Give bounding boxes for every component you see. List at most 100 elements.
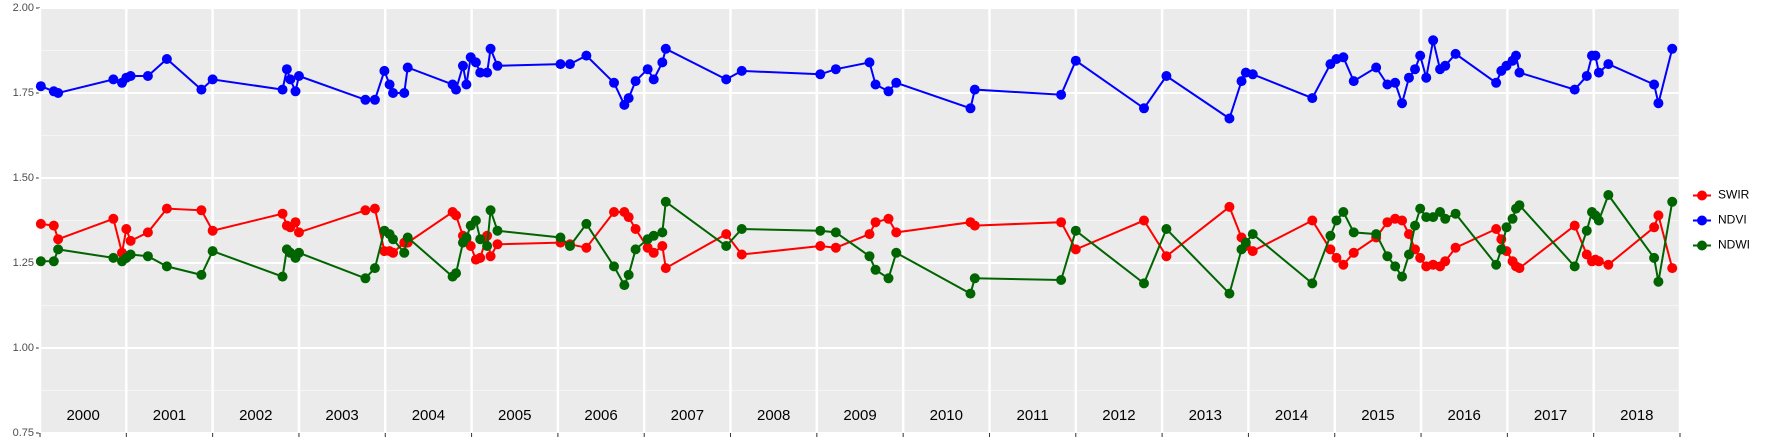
data-point	[1138, 215, 1149, 226]
data-point	[830, 64, 841, 75]
data-point	[1161, 71, 1172, 81]
data-point	[1581, 225, 1592, 236]
series-line	[40, 205, 1674, 270]
data-point	[1382, 251, 1393, 262]
data-point	[891, 227, 902, 238]
data-point	[1435, 207, 1446, 217]
data-point	[619, 280, 630, 291]
data-point	[207, 246, 218, 257]
data-point	[630, 224, 641, 234]
data-point	[402, 62, 413, 73]
year-label: 2007	[671, 407, 704, 424]
data-point	[830, 242, 841, 253]
data-point	[1593, 256, 1604, 267]
year-label: 2008	[757, 407, 790, 424]
data-point	[1649, 79, 1660, 90]
data-point	[35, 256, 46, 267]
data-point	[1491, 77, 1502, 88]
year-label: 2017	[1534, 407, 1567, 424]
data-point	[564, 59, 575, 70]
data-point	[1507, 213, 1518, 224]
y-tick-label: 1.75	[13, 87, 34, 99]
y-tick-label: 2.00	[13, 2, 34, 14]
data-point	[1307, 278, 1318, 289]
data-point	[581, 218, 592, 229]
data-point	[1440, 213, 1451, 224]
data-point	[1348, 76, 1359, 87]
data-point	[1247, 69, 1258, 80]
year-label: 2016	[1448, 407, 1481, 424]
data-point	[1397, 271, 1408, 282]
data-point	[1593, 215, 1604, 226]
data-point	[1440, 60, 1451, 71]
data-point	[1569, 261, 1580, 272]
data-point	[1403, 229, 1414, 240]
data-point	[451, 84, 462, 95]
data-point	[369, 94, 380, 105]
data-point	[969, 220, 980, 231]
data-point	[1382, 79, 1393, 90]
data-point	[1569, 84, 1580, 95]
data-point	[108, 252, 119, 263]
legend: SWIR NDVI NDWI	[1693, 188, 1750, 252]
data-point	[399, 247, 410, 258]
y-tick-label: 1.00	[13, 342, 34, 354]
data-point	[1403, 72, 1414, 83]
data-point	[609, 261, 619, 272]
data-point	[161, 203, 172, 214]
y-tick-label: 1.50	[13, 172, 34, 184]
year-label: 2015	[1361, 407, 1394, 424]
data-point	[470, 57, 481, 68]
data-point	[1382, 217, 1393, 228]
data-point	[1224, 113, 1235, 124]
data-point	[492, 60, 503, 71]
data-point	[969, 273, 980, 284]
data-point	[1307, 93, 1318, 104]
data-point	[277, 271, 288, 282]
data-point	[35, 218, 46, 229]
year-label: 2004	[412, 407, 445, 424]
data-point	[870, 217, 881, 228]
data-point	[108, 74, 119, 85]
data-point	[1421, 72, 1432, 83]
data-point	[48, 220, 59, 231]
data-point	[108, 213, 119, 224]
data-point	[721, 241, 732, 251]
data-point	[482, 241, 493, 251]
data-point	[609, 207, 619, 217]
data-point	[1514, 200, 1525, 211]
data-point	[1397, 98, 1408, 109]
data-point	[475, 234, 486, 245]
data-point	[1501, 222, 1512, 233]
y-tick-label: 0.75	[13, 427, 34, 439]
data-point	[1161, 251, 1172, 262]
data-point	[1070, 55, 1081, 66]
data-point	[369, 263, 380, 274]
data-point	[207, 225, 218, 236]
data-point	[1667, 196, 1678, 207]
data-point	[369, 203, 380, 214]
data-point	[1514, 263, 1525, 274]
data-point	[492, 239, 503, 250]
data-point	[1440, 256, 1451, 267]
data-point	[451, 210, 462, 221]
data-point	[384, 79, 395, 90]
data-point	[969, 84, 980, 95]
data-point	[142, 71, 153, 81]
data-point	[1653, 276, 1664, 287]
series	[35, 35, 1678, 124]
data-point	[1070, 244, 1081, 255]
data-point	[1138, 103, 1149, 114]
series-line	[40, 192, 1674, 296]
data-point	[1667, 263, 1678, 274]
data-point	[461, 232, 472, 243]
data-point	[630, 244, 641, 255]
data-point	[864, 251, 875, 262]
data-point	[293, 247, 304, 258]
data-point	[1428, 212, 1439, 223]
data-point	[142, 227, 153, 238]
data-point	[736, 224, 747, 234]
data-point	[657, 227, 668, 238]
year-label: 2018	[1620, 407, 1653, 424]
data-point	[1511, 50, 1521, 61]
